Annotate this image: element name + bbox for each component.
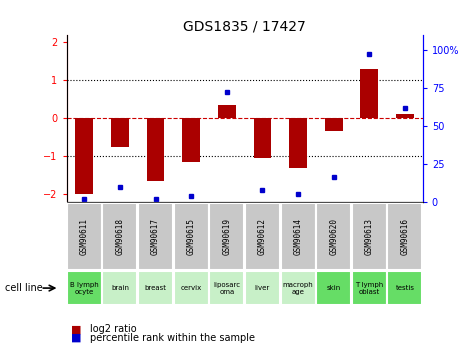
Bar <box>147 118 164 181</box>
Bar <box>361 69 378 118</box>
Bar <box>182 118 200 162</box>
Bar <box>396 114 414 118</box>
Text: ■: ■ <box>71 333 82 343</box>
Text: brain: brain <box>111 285 129 291</box>
Bar <box>174 271 209 305</box>
Bar <box>352 271 387 305</box>
Text: GSM90620: GSM90620 <box>329 218 338 255</box>
Text: GSM90613: GSM90613 <box>365 218 374 255</box>
Bar <box>245 203 280 270</box>
Text: GSM90617: GSM90617 <box>151 218 160 255</box>
Bar <box>103 271 137 305</box>
Bar <box>67 203 102 270</box>
Text: skin: skin <box>327 285 341 291</box>
Text: T lymph
oblast: T lymph oblast <box>355 282 383 295</box>
Bar <box>388 203 422 270</box>
Bar <box>138 271 173 305</box>
Bar <box>76 118 93 194</box>
Text: cell line: cell line <box>5 283 42 293</box>
Bar <box>111 118 129 147</box>
Bar <box>352 203 387 270</box>
Bar <box>388 271 422 305</box>
Bar <box>209 203 244 270</box>
Text: GSM90619: GSM90619 <box>222 218 231 255</box>
Bar <box>209 271 244 305</box>
Text: GSM90612: GSM90612 <box>258 218 267 255</box>
Title: GDS1835 / 17427: GDS1835 / 17427 <box>183 19 306 33</box>
Text: testis: testis <box>395 285 414 291</box>
Bar <box>281 203 315 270</box>
Bar <box>254 118 271 158</box>
Text: GSM90611: GSM90611 <box>80 218 89 255</box>
Text: GSM90618: GSM90618 <box>115 218 124 255</box>
Text: GSM90614: GSM90614 <box>294 218 303 255</box>
Text: liposarc
oma: liposarc oma <box>213 282 240 295</box>
Bar <box>103 203 137 270</box>
Bar <box>316 271 351 305</box>
Text: liver: liver <box>255 285 270 291</box>
Text: GSM90615: GSM90615 <box>187 218 196 255</box>
Bar <box>289 118 307 168</box>
Bar <box>325 118 342 131</box>
Bar <box>138 203 173 270</box>
Text: ■: ■ <box>71 325 82 334</box>
Bar <box>281 271 315 305</box>
Bar <box>67 271 102 305</box>
Bar <box>174 203 209 270</box>
Text: percentile rank within the sample: percentile rank within the sample <box>90 333 255 343</box>
Text: log2 ratio: log2 ratio <box>90 325 137 334</box>
Text: GSM90616: GSM90616 <box>400 218 409 255</box>
Text: cervix: cervix <box>180 285 202 291</box>
Text: B lymph
ocyte: B lymph ocyte <box>70 282 99 295</box>
Text: breast: breast <box>144 285 167 291</box>
Text: macroph
age: macroph age <box>283 282 314 295</box>
Bar <box>218 105 236 118</box>
Bar <box>245 271 280 305</box>
Bar <box>316 203 351 270</box>
